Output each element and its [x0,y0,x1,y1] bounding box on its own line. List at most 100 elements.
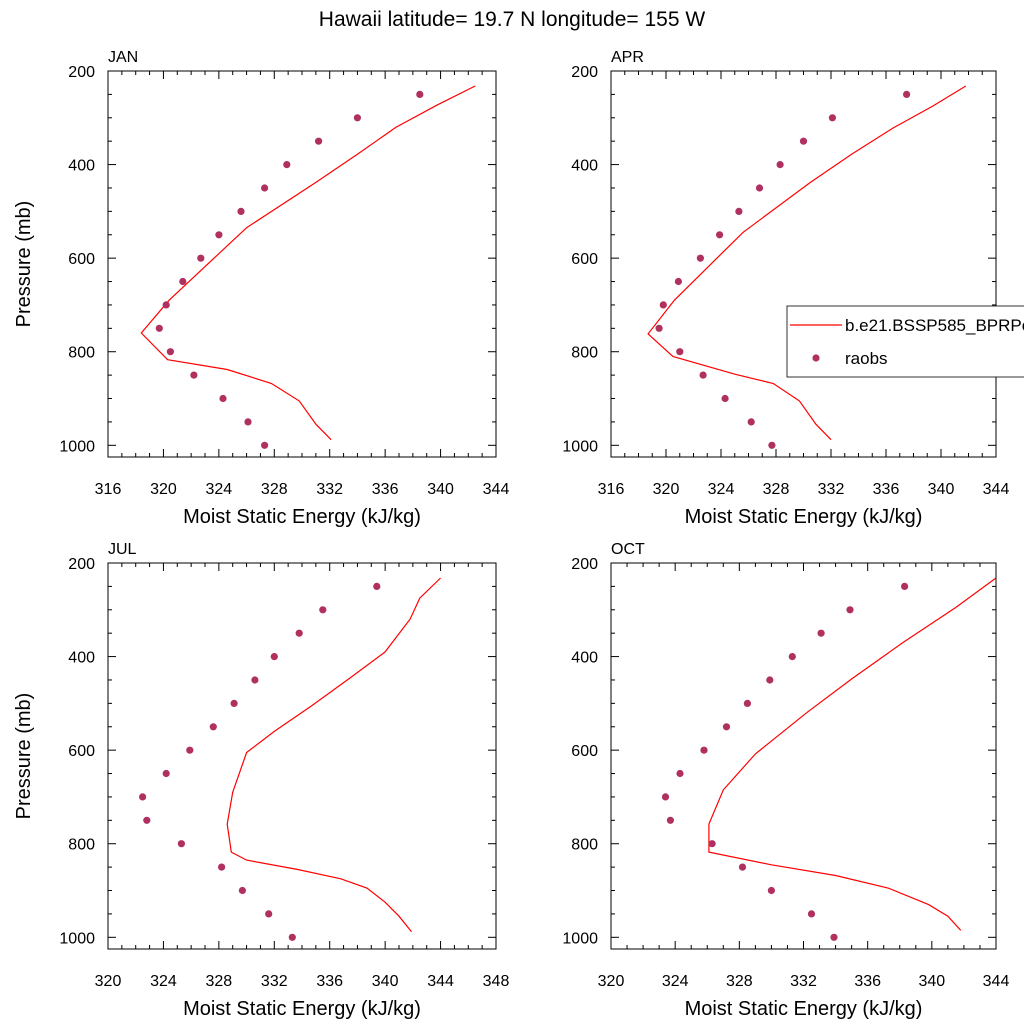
x-tick-label: 328 [206,973,233,990]
y-tick-label: 600 [571,251,598,268]
y-tick-label: 400 [68,650,95,667]
obs-point [661,793,670,801]
obs-point [353,114,361,122]
panels-group: JAN 316 320 324 328 332 336 340 344 200 400 600 800 1… [13,49,1009,1020]
obs-point [676,348,684,356]
x-tick-label: 340 [427,481,454,498]
x-tick-label: 348 [483,973,510,990]
obs-point [190,371,198,379]
y-tick-label: 600 [68,743,95,760]
obs-point [270,653,278,661]
obs-point [716,231,724,239]
model-series-line [647,85,967,441]
obs-point [674,277,683,286]
x-tick-label: 344 [983,973,1010,990]
x-tick-label: 328 [726,973,753,990]
legend-model-label: b.e21.BSSP585_BPRPcmip6_f09_g17.CMIP6-SS… [845,316,1024,335]
x-tick-label: 336 [873,481,900,498]
obs-point [295,629,303,637]
obs-point [162,769,170,778]
y-tick-label: 400 [68,158,95,175]
x-axis-label: Moist Static Energy (kJ/kg) [685,506,923,528]
obs-point [767,886,776,895]
x-axis-label: Moist Static Energy (kJ/kg) [183,998,421,1020]
obs-point [139,793,147,801]
x-tick-label: 336 [854,973,881,990]
y-tick-label: 200 [68,64,95,81]
figure-title: Hawaii latitude= 19.7 N longitude= 155 W [319,8,706,31]
x-tick-label: 324 [150,973,177,990]
panel-title: JAN [108,49,138,66]
x-tick-label: 344 [483,481,510,498]
model-series-line [226,577,442,933]
y-tick-label: 1000 [562,930,598,947]
y-tick-label: 600 [571,743,598,760]
obs-point [209,723,217,731]
plot-area [139,577,442,941]
y-tick-label: 600 [68,251,95,268]
panel-jan: JAN 316 320 324 328 332 336 340 344 200 400 600 800 1… [13,49,509,528]
obs-point [807,910,816,918]
obs-point [696,254,705,262]
y-tick-label: 400 [571,158,598,175]
obs-point [700,746,708,754]
obs-point [666,816,675,824]
legend-dot-swatch [812,354,820,362]
obs-point [177,840,185,848]
x-tick-label: 328 [261,481,288,498]
obs-point [755,184,764,192]
x-tick-label: 316 [95,481,122,498]
panel-apr: APR 316 320 324 328 332 336 340 344 200 400 600 800 1… [562,49,1009,528]
obs-point [747,418,755,426]
x-tick-label: 340 [928,481,955,498]
x-axis-label: Moist Static Energy (kJ/kg) [685,998,923,1020]
obs-point [238,886,246,895]
x-tick-label: 332 [818,481,845,498]
obs-point [721,394,729,403]
obs-point [416,90,424,98]
obs-point [315,137,323,145]
obs-point [261,184,269,192]
obs-point [738,863,747,871]
obs-point [162,301,170,309]
obs-point [265,910,273,918]
obs-point [735,207,743,215]
obs-point [903,90,911,98]
obs-point [743,699,752,708]
obs-point [799,137,808,145]
x-tick-label: 332 [790,973,817,990]
x-tick-label: 320 [653,481,680,498]
obs-point [768,441,776,449]
x-tick-label: 344 [983,481,1010,498]
y-tick-label: 1000 [59,930,95,947]
x-tick-label: 332 [261,973,288,990]
obs-point [155,324,163,332]
obs-point [722,723,731,731]
y-tick-label: 200 [68,556,95,573]
obs-point [261,441,269,449]
x-tick-label: 328 [763,481,790,498]
obs-point [288,933,296,941]
obs-point [766,676,774,684]
legend-obs-label: raobs [845,349,888,368]
panel-title: JUL [108,541,137,558]
panel-jul: JUL 320 324 328 332 336 340 344 348 200 400 600 800 1… [13,541,509,1020]
x-tick-label: 324 [708,481,735,498]
y-axis-label: Pressure (mb) [13,693,35,820]
x-tick-label: 332 [316,481,343,498]
x-tick-label: 320 [95,973,122,990]
obs-point [251,676,259,684]
y-tick-label: 200 [571,64,598,81]
obs-point [179,277,187,286]
obs-point [655,324,663,332]
plot-area [647,85,967,449]
y-axis-label: Pressure (mb) [13,201,35,328]
model-series-line [140,85,476,441]
legend: b.e21.BSSP585_BPRPcmip6_f09_g17.CMIP6-SS… [786,305,1024,378]
obs-point [283,161,291,169]
obs-point [218,863,226,871]
obs-point [788,653,796,661]
obs-point [828,114,837,122]
obs-point [244,418,252,426]
x-tick-label: 324 [206,481,233,498]
